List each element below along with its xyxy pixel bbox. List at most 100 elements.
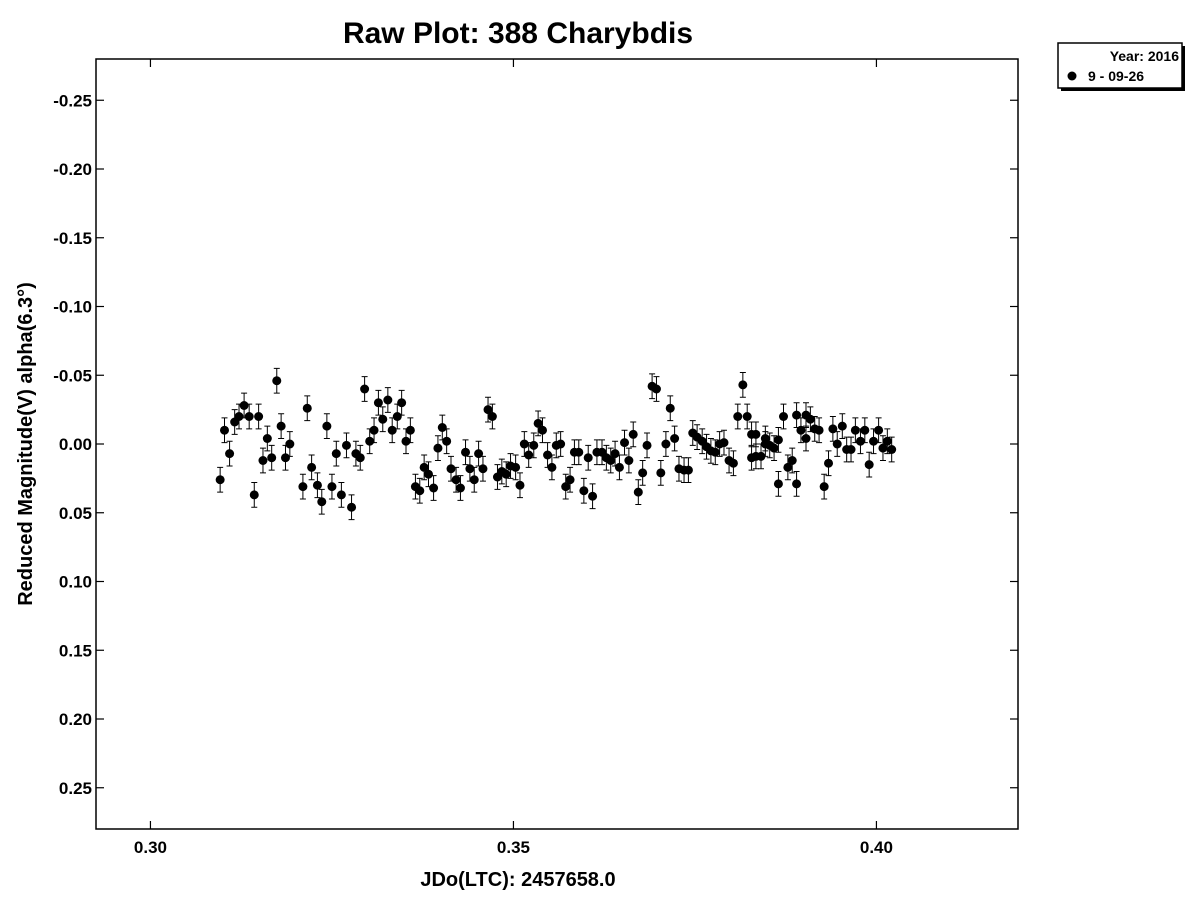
data-point — [307, 462, 317, 472]
data-point — [832, 439, 842, 449]
data-point — [501, 469, 511, 479]
x-axis: 0.30 0.35 0.40 — [134, 59, 893, 857]
data-point — [262, 434, 272, 443]
y-tick-label: -0.10 — [53, 298, 92, 317]
legend-box — [1057, 42, 1183, 89]
data-point — [878, 443, 888, 453]
data-point — [773, 435, 783, 445]
data-point — [487, 412, 497, 421]
data-point — [280, 453, 290, 463]
data-point — [312, 480, 322, 490]
data-point — [864, 460, 874, 470]
data-point — [347, 502, 357, 512]
data-point — [661, 439, 671, 449]
data-point — [837, 421, 847, 431]
data-point — [405, 425, 415, 435]
data-point — [419, 462, 429, 472]
x-tick-label: 0.30 — [134, 838, 167, 857]
data-point — [322, 421, 332, 431]
data-point — [887, 445, 897, 454]
data-point — [874, 425, 884, 435]
data-point — [465, 464, 475, 474]
data-point — [610, 449, 620, 459]
data-point — [882, 436, 892, 446]
y-axis-label: Reduced Magnitude(V) alpha(6.3°) — [15, 282, 37, 606]
y-tick-label: -0.20 — [53, 160, 92, 179]
x-axis-label: JDo(LTC): 2457658.0 — [420, 869, 615, 891]
y-tick-label: 0.10 — [59, 573, 92, 592]
y-tick-label: 0.05 — [59, 504, 92, 523]
data-point — [383, 395, 393, 405]
y-tick-label: -0.25 — [53, 91, 92, 110]
data-point — [579, 486, 589, 496]
data-point — [792, 479, 802, 489]
chart-title: Raw Plot: 388 Charybdis — [343, 17, 693, 50]
data-point — [719, 438, 729, 448]
data-point — [583, 453, 593, 463]
data-point — [773, 479, 783, 489]
data-point — [244, 412, 254, 421]
data-point — [451, 475, 461, 485]
legend-entry-label: 9 - 09-26 — [1088, 68, 1144, 84]
data-point — [537, 425, 547, 435]
data-point — [267, 453, 277, 463]
data-point — [365, 436, 375, 446]
y-tick-label: 0.20 — [59, 710, 92, 729]
data-point — [801, 434, 811, 443]
x-tick-label: 0.40 — [860, 838, 893, 857]
y-tick-label: -0.05 — [53, 366, 92, 385]
data-point — [846, 445, 856, 454]
data-point — [401, 436, 411, 446]
data-point — [317, 497, 327, 507]
legend: Year: 2016 9 - 09-26 — [1057, 42, 1185, 91]
data-point — [249, 490, 259, 500]
data-point — [336, 490, 346, 500]
data-point — [824, 458, 834, 468]
data-point — [651, 384, 661, 394]
data-point — [556, 439, 566, 449]
data-point — [683, 465, 693, 475]
data-point — [624, 456, 634, 465]
data-point — [433, 443, 443, 453]
data-point — [461, 447, 471, 457]
y-tick-label: 0.15 — [59, 641, 92, 660]
y-axis: -0.25 -0.20 -0.15 -0.10 -0.05 0.00 0.05 0.10 0.1… — [53, 91, 1018, 798]
data-point — [728, 458, 738, 468]
data-point — [424, 469, 434, 479]
legend-marker-icon — [1067, 71, 1077, 81]
data-point — [298, 482, 308, 492]
data-point — [642, 440, 652, 450]
data-point — [369, 425, 379, 435]
data-point — [733, 412, 743, 421]
data-point — [215, 475, 225, 485]
data-point — [769, 443, 779, 453]
data-point — [392, 412, 402, 421]
data-point — [779, 412, 789, 421]
data-point — [787, 456, 797, 465]
data-point — [614, 462, 624, 472]
data-point — [738, 380, 748, 390]
data-point — [869, 436, 879, 446]
data-point — [469, 475, 479, 485]
data-point — [638, 468, 648, 478]
data-point — [519, 439, 529, 449]
data-point — [276, 421, 286, 431]
data-point — [588, 491, 598, 501]
data-point — [543, 450, 553, 460]
data-point — [801, 410, 811, 420]
data-point — [327, 482, 337, 492]
data-point — [760, 434, 770, 443]
y-tick-label: 0.25 — [59, 779, 92, 798]
data-point — [219, 425, 229, 435]
data-point — [515, 480, 525, 490]
data-point — [455, 483, 465, 493]
y-tick-label: -0.15 — [53, 229, 92, 248]
data-point — [665, 403, 675, 413]
data-point — [783, 462, 793, 472]
legend-header: Year: 2016 — [1110, 48, 1179, 64]
data-point — [606, 456, 616, 465]
data-point — [378, 414, 388, 424]
data-point — [331, 449, 341, 459]
data-point — [565, 475, 575, 485]
data-point — [529, 440, 539, 450]
